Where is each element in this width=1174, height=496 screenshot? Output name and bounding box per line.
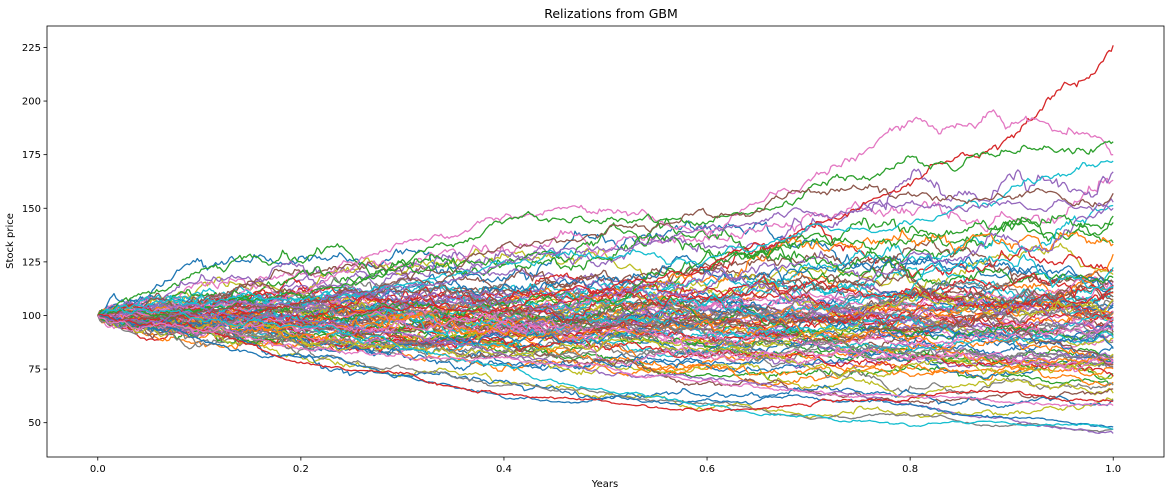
series-line (97, 289, 1114, 358)
x-tick-label: 1.0 (1105, 464, 1121, 475)
series-line (97, 272, 1114, 324)
series-line (97, 160, 1114, 317)
y-axis-label: Stock price (5, 213, 16, 269)
y-tick-label: 75 (28, 365, 41, 376)
series-line (97, 275, 1114, 327)
series-line (97, 281, 1114, 364)
series-line (97, 312, 1114, 419)
x-tick-label: 0.4 (496, 464, 512, 475)
series-line (97, 314, 1114, 433)
series-line (97, 294, 1114, 352)
y-tick-label: 100 (22, 311, 41, 322)
y-tick-label: 150 (22, 204, 41, 215)
series-line (97, 310, 1114, 409)
y-tick-label: 225 (22, 43, 41, 54)
series-line (97, 310, 1114, 435)
y-tick-label: 200 (22, 97, 41, 108)
plot-frame (46, 25, 1165, 458)
chart-title: Relizations from GBM (544, 6, 678, 21)
series-lines (97, 45, 1114, 435)
series-line (97, 177, 1114, 316)
series-line (97, 305, 1114, 369)
series-line (97, 204, 1114, 320)
series-line (97, 280, 1114, 366)
x-tick-label: 0.6 (699, 464, 715, 475)
series-line (97, 313, 1114, 412)
series-line (97, 307, 1114, 430)
series-line (97, 300, 1114, 361)
y-tick-label: 50 (28, 418, 41, 429)
series-line (97, 183, 1114, 321)
x-tick-label: 0.8 (902, 464, 918, 475)
y-axis: 50 75 100 125 150 175 200 225 (22, 43, 47, 429)
x-axis: 0.0 0.2 0.4 0.6 0.8 1.0 (90, 457, 1121, 475)
series-line (97, 199, 1114, 318)
series-line (97, 315, 1114, 408)
y-tick-label: 175 (22, 150, 41, 161)
x-tick-label: 0.0 (90, 464, 106, 475)
series-line (97, 313, 1114, 373)
x-axis-label: Years (591, 479, 618, 490)
y-tick-label: 125 (22, 257, 41, 268)
series-line (97, 215, 1114, 322)
series-line (97, 306, 1114, 357)
series-line (97, 272, 1114, 337)
x-tick-label: 0.2 (293, 464, 309, 475)
series-line (97, 314, 1114, 428)
series-line (97, 254, 1114, 326)
series-line (97, 311, 1114, 368)
